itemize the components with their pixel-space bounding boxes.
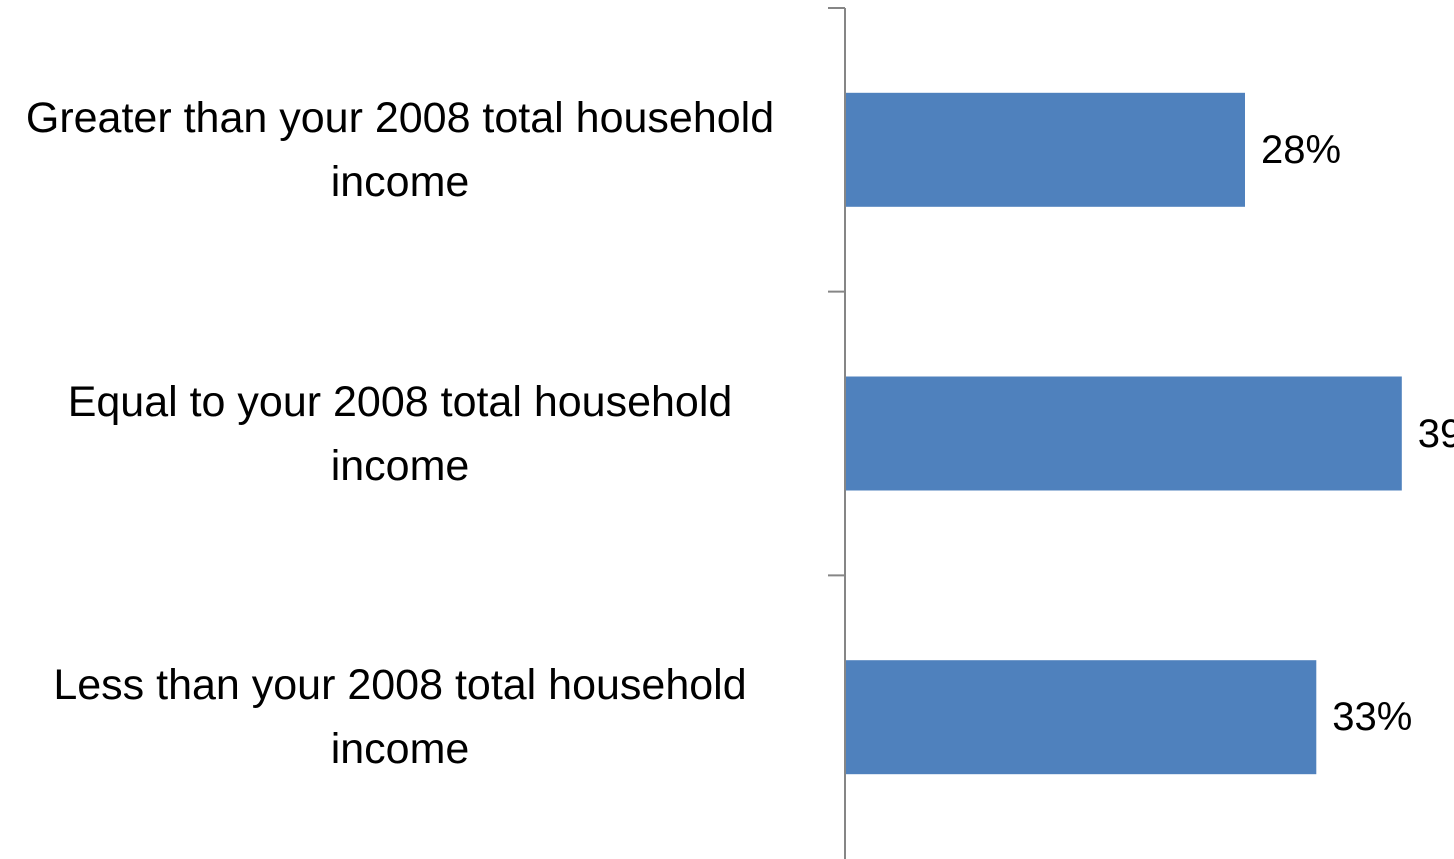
- category-axis: [828, 7, 846, 859]
- data-label-greater: 28%: [1261, 127, 1342, 172]
- category-label-less: Less than your 2008 total household inco…: [53, 661, 747, 774]
- category-label-equal: Equal to your 2008 total household incom…: [67, 377, 733, 490]
- bar: [846, 660, 1317, 775]
- bar: [846, 92, 1245, 207]
- category-label-greater: Greater than your 2008 total household i…: [25, 93, 775, 206]
- bars-group: [846, 92, 1402, 775]
- bar: [846, 376, 1402, 491]
- data-label-less: 33%: [1332, 695, 1413, 740]
- data-label-equal: 39%: [1417, 411, 1454, 456]
